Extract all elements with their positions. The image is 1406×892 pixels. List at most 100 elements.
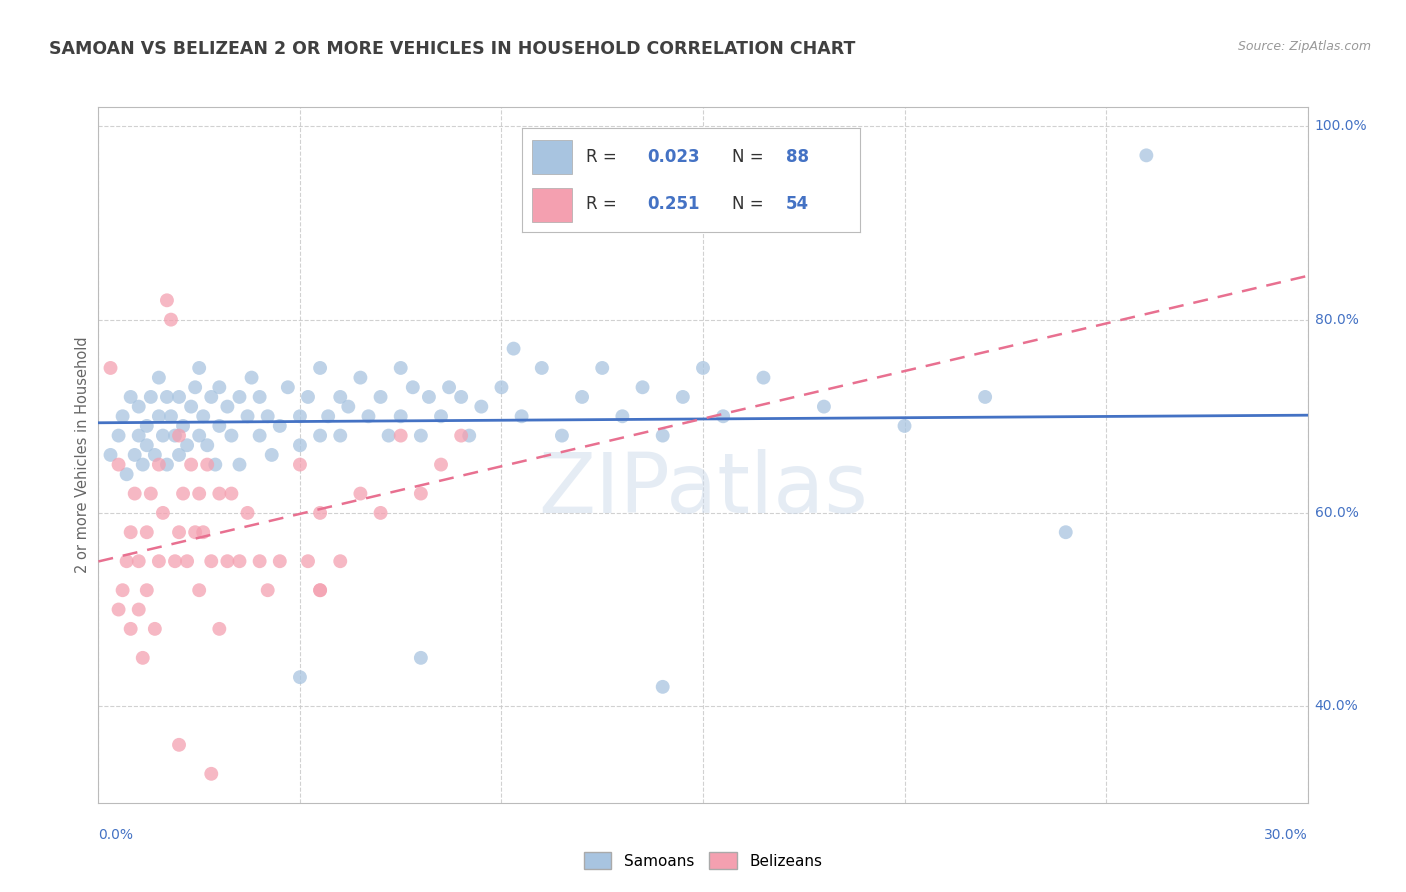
Point [148,409,170,424]
Point [329,428,352,442]
Point [430,409,453,424]
Point [377,428,399,442]
Point [200,554,222,568]
Point [1135,148,1157,162]
Point [128,428,150,442]
Point [631,380,654,394]
Point [297,554,319,568]
Point [120,525,142,540]
Point [172,486,194,500]
Point [389,428,412,442]
Point [111,583,134,598]
Point [167,448,190,462]
Point [437,380,460,394]
Point [184,525,207,540]
Point [208,419,231,434]
Point [167,428,190,442]
Point [208,622,231,636]
Point [316,409,339,424]
Point [167,738,190,752]
Point [389,409,412,424]
Point [309,428,332,442]
Point [349,370,371,384]
Point [309,583,332,598]
Point [692,361,714,376]
Point [260,448,283,462]
Point [156,293,179,308]
Point [297,390,319,404]
Point [502,342,524,356]
Point [143,622,166,636]
Point [195,438,218,452]
Point [200,390,222,404]
Point [148,458,170,472]
Point [188,428,211,442]
Point [120,390,142,404]
Point [208,486,231,500]
Point [1054,525,1077,540]
Point [450,428,472,442]
Point [288,458,311,472]
Point [188,583,211,598]
Point [651,680,673,694]
Point [156,390,179,404]
Point [221,428,243,442]
Point [172,419,194,434]
Point [180,400,202,414]
Point [132,651,155,665]
Text: SAMOAN VS BELIZEAN 2 OR MORE VEHICLES IN HOUSEHOLD CORRELATION CHART: SAMOAN VS BELIZEAN 2 OR MORE VEHICLES IN… [49,40,856,58]
Point [551,428,574,442]
Point [128,602,150,616]
Point [510,409,533,424]
Point [370,390,392,404]
Point [974,390,997,404]
Point [571,390,593,404]
Point [458,428,481,442]
Point [180,458,202,472]
Point [176,438,198,452]
Point [256,409,278,424]
Point [124,486,146,500]
Text: 80.0%: 80.0% [1315,312,1358,326]
Legend: Samoans, Belizeans: Samoans, Belizeans [578,846,828,875]
Point [135,583,157,598]
Point [124,448,146,462]
Point [152,506,174,520]
Point [228,458,250,472]
Point [120,622,142,636]
Point [288,409,311,424]
Point [148,370,170,384]
Point [193,409,215,424]
Point [135,438,157,452]
Point [156,458,179,472]
Text: Source: ZipAtlas.com: Source: ZipAtlas.com [1237,40,1371,54]
Point [269,419,291,434]
Point [217,400,239,414]
Point [530,361,553,376]
Point [228,554,250,568]
Point [115,467,138,482]
Point [249,390,271,404]
Point [176,554,198,568]
Point [418,390,440,404]
Point [208,380,231,394]
Point [132,458,155,472]
Point [107,602,129,616]
Point [337,400,360,414]
Point [195,458,218,472]
Point [409,428,432,442]
Text: 100.0%: 100.0% [1315,120,1367,134]
Point [672,390,695,404]
Point [160,409,183,424]
Point [470,400,492,414]
Point [100,448,122,462]
Text: 0.0%: 0.0% [98,828,134,842]
Point [228,390,250,404]
Point [148,554,170,568]
Point [135,525,157,540]
Point [409,486,432,500]
Point [269,554,291,568]
Point [160,312,183,326]
Point [236,506,259,520]
Point [152,428,174,442]
